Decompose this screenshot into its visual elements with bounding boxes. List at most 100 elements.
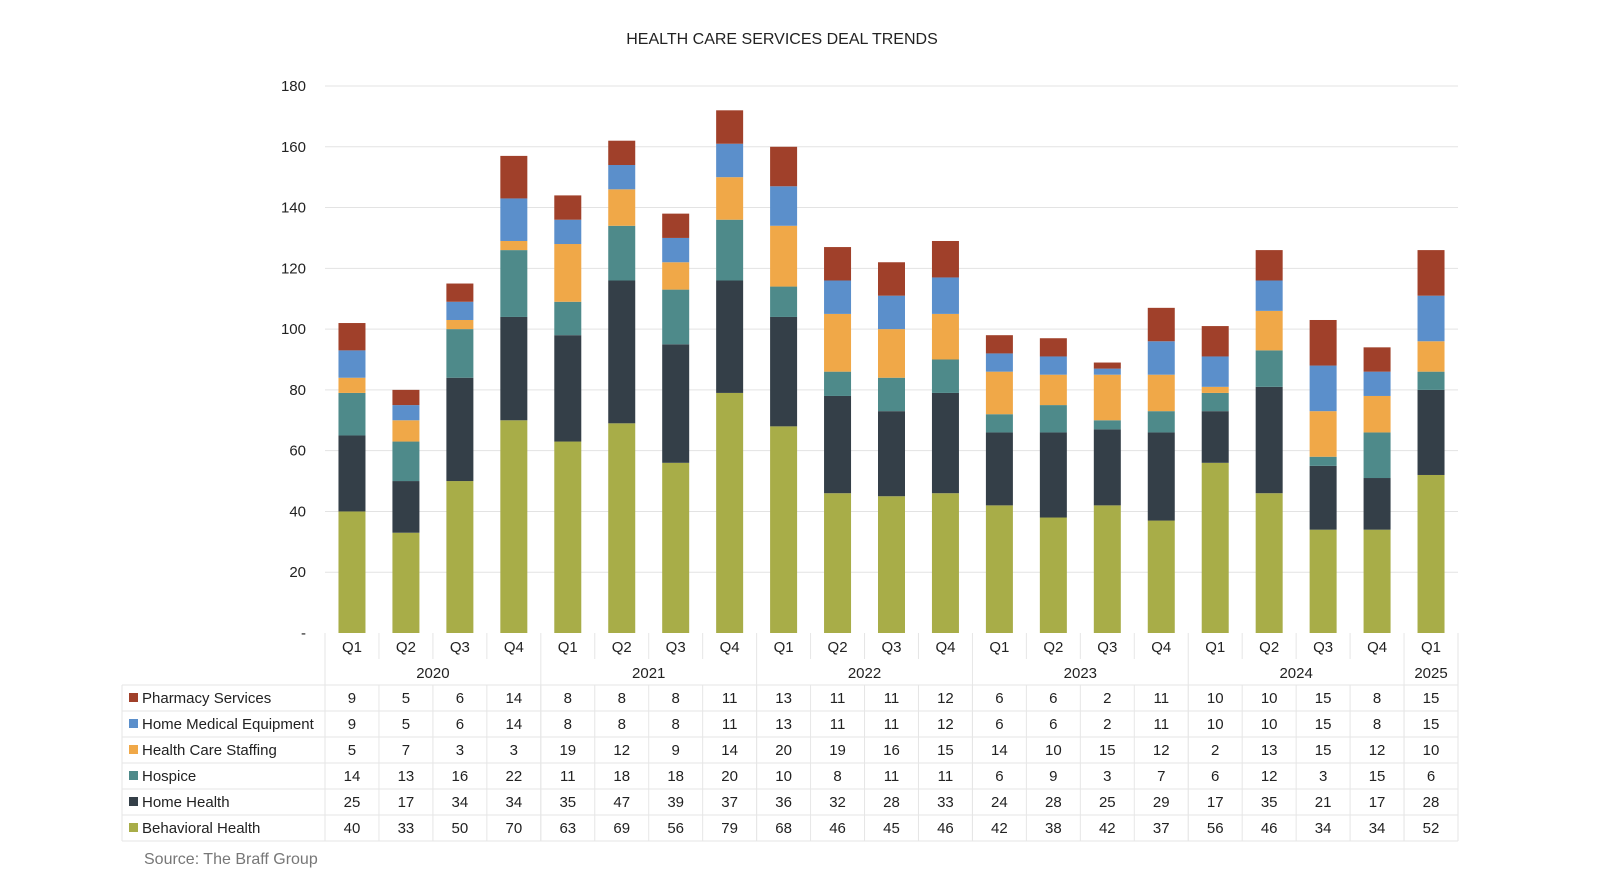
bar-segment-health-care-staffing xyxy=(338,377,366,393)
bar-segment-home-health xyxy=(1309,465,1337,530)
table-cell: 7 xyxy=(402,742,410,759)
table-cell: 50 xyxy=(452,820,469,837)
table-cell: 3 xyxy=(456,742,464,759)
bar-segment-home-medical-equipment xyxy=(554,219,582,245)
bar-segment-behavioral-health xyxy=(1363,529,1391,633)
table-cell: 9 xyxy=(348,690,356,707)
bar-segment-home-health xyxy=(1039,432,1067,518)
table-cell: 15 xyxy=(1369,768,1386,785)
legend-label: Hospice xyxy=(142,768,196,785)
table-cell: 12 xyxy=(1153,742,1170,759)
table-cell: 14 xyxy=(721,742,738,759)
legend-swatch xyxy=(129,771,138,780)
x-tick-label: Q3 xyxy=(1313,639,1333,656)
bar-segment-home-health xyxy=(1363,478,1391,530)
y-tick-label: 20 xyxy=(289,564,306,581)
bar-segment-behavioral-health xyxy=(392,532,420,633)
bar-segment-pharmacy-services xyxy=(338,323,366,351)
table-cell: 10 xyxy=(1261,716,1278,733)
table-cell: 8 xyxy=(1373,716,1381,733)
bar-segment-home-medical-equipment xyxy=(1417,295,1445,342)
bar-segment-home-health xyxy=(500,316,528,421)
bar-segment-pharmacy-services xyxy=(1417,250,1445,296)
bar-segment-home-medical-equipment xyxy=(1255,280,1283,311)
table-cell: 70 xyxy=(505,820,522,837)
table-cell: 18 xyxy=(667,768,684,785)
y-tick-label: 100 xyxy=(281,321,306,338)
bar-segment-home-health xyxy=(716,280,744,393)
table-cell: 42 xyxy=(991,820,1008,837)
table-cell: 7 xyxy=(1157,768,1165,785)
bar-segment-home-medical-equipment xyxy=(770,186,798,226)
table-cell: 38 xyxy=(1045,820,1062,837)
x-tick-label: Q3 xyxy=(881,639,901,656)
table-cell: 17 xyxy=(1207,794,1224,811)
bar-segment-pharmacy-services xyxy=(554,195,582,220)
x-tick-label: Q1 xyxy=(558,639,578,656)
table-cell: 29 xyxy=(1153,794,1170,811)
bar-segment-home-health xyxy=(446,377,474,482)
bar-segment-home-medical-equipment xyxy=(931,277,959,314)
legend-swatch xyxy=(129,797,138,806)
bar-segment-health-care-staffing xyxy=(985,371,1013,415)
x-tick-label: Q4 xyxy=(720,639,740,656)
bar-segment-pharmacy-services xyxy=(500,155,528,199)
table-cell: 21 xyxy=(1315,794,1332,811)
bar-segment-behavioral-health xyxy=(338,511,366,633)
bar-segment-health-care-staffing xyxy=(1255,310,1283,351)
bar-segment-hospice xyxy=(1147,411,1175,433)
year-label: 2020 xyxy=(416,665,449,682)
table-cell: 28 xyxy=(1045,794,1062,811)
table-cell: 15 xyxy=(1315,690,1332,707)
x-tick-label: Q3 xyxy=(450,639,470,656)
table-cell: 68 xyxy=(775,820,792,837)
x-tick-label: Q1 xyxy=(1205,639,1225,656)
year-label: 2021 xyxy=(632,665,665,682)
table-cell: 46 xyxy=(829,820,846,837)
table-cell: 2 xyxy=(1103,690,1111,707)
bar-segment-hospice xyxy=(1255,350,1283,387)
bar-segment-home-medical-equipment xyxy=(824,280,852,314)
x-tick-label: Q1 xyxy=(1421,639,1441,656)
table-cell: 40 xyxy=(344,820,361,837)
table-cell: 8 xyxy=(618,716,626,733)
table-cell: 11 xyxy=(1153,716,1169,733)
bar-segment-home-health xyxy=(1093,429,1121,506)
year-label: 2024 xyxy=(1279,665,1312,682)
bar-segment-hospice xyxy=(1039,405,1067,433)
table-cell: 6 xyxy=(1049,716,1057,733)
table-cell: 28 xyxy=(1423,794,1440,811)
bar-segment-hospice xyxy=(662,289,690,345)
table-cell: 5 xyxy=(402,690,410,707)
bar-segment-pharmacy-services xyxy=(1201,326,1229,357)
bar-segment-home-health xyxy=(554,335,582,442)
table-cell: 10 xyxy=(1261,690,1278,707)
bar-segment-hospice xyxy=(392,441,420,482)
x-tick-label: Q2 xyxy=(1043,639,1063,656)
legend-swatch xyxy=(129,745,138,754)
bar-segment-health-care-staffing xyxy=(1093,374,1121,421)
table-cell: 9 xyxy=(1049,768,1057,785)
legend-label: Home Medical Equipment xyxy=(142,716,315,733)
table-cell: 2 xyxy=(1211,742,1219,759)
table-cell: 33 xyxy=(937,794,954,811)
table-cell: 37 xyxy=(721,794,738,811)
year-label: 2023 xyxy=(1064,665,1097,682)
table-cell: 34 xyxy=(1369,820,1386,837)
bar-segment-behavioral-health xyxy=(662,462,690,633)
x-tick-label: Q1 xyxy=(989,639,1009,656)
table-cell: 10 xyxy=(1423,742,1440,759)
table-cell: 46 xyxy=(1261,820,1278,837)
table-cell: 5 xyxy=(402,716,410,733)
table-cell: 15 xyxy=(1315,716,1332,733)
x-tick-label: Q2 xyxy=(396,639,416,656)
bar-segment-health-care-staffing xyxy=(446,319,474,330)
legend-row: Home Health 25 17 34 34 35 47 39 37 36 32 28 33 24 28 2… xyxy=(129,794,1439,811)
table-cell: 8 xyxy=(564,716,572,733)
bar-segment-hospice xyxy=(554,301,582,336)
table-cell: 34 xyxy=(452,794,469,811)
x-tick-label: Q4 xyxy=(504,639,524,656)
x-tick-label: Q2 xyxy=(612,639,632,656)
bar-segment-health-care-staffing xyxy=(931,313,959,360)
legend-label: Pharmacy Services xyxy=(142,690,271,707)
